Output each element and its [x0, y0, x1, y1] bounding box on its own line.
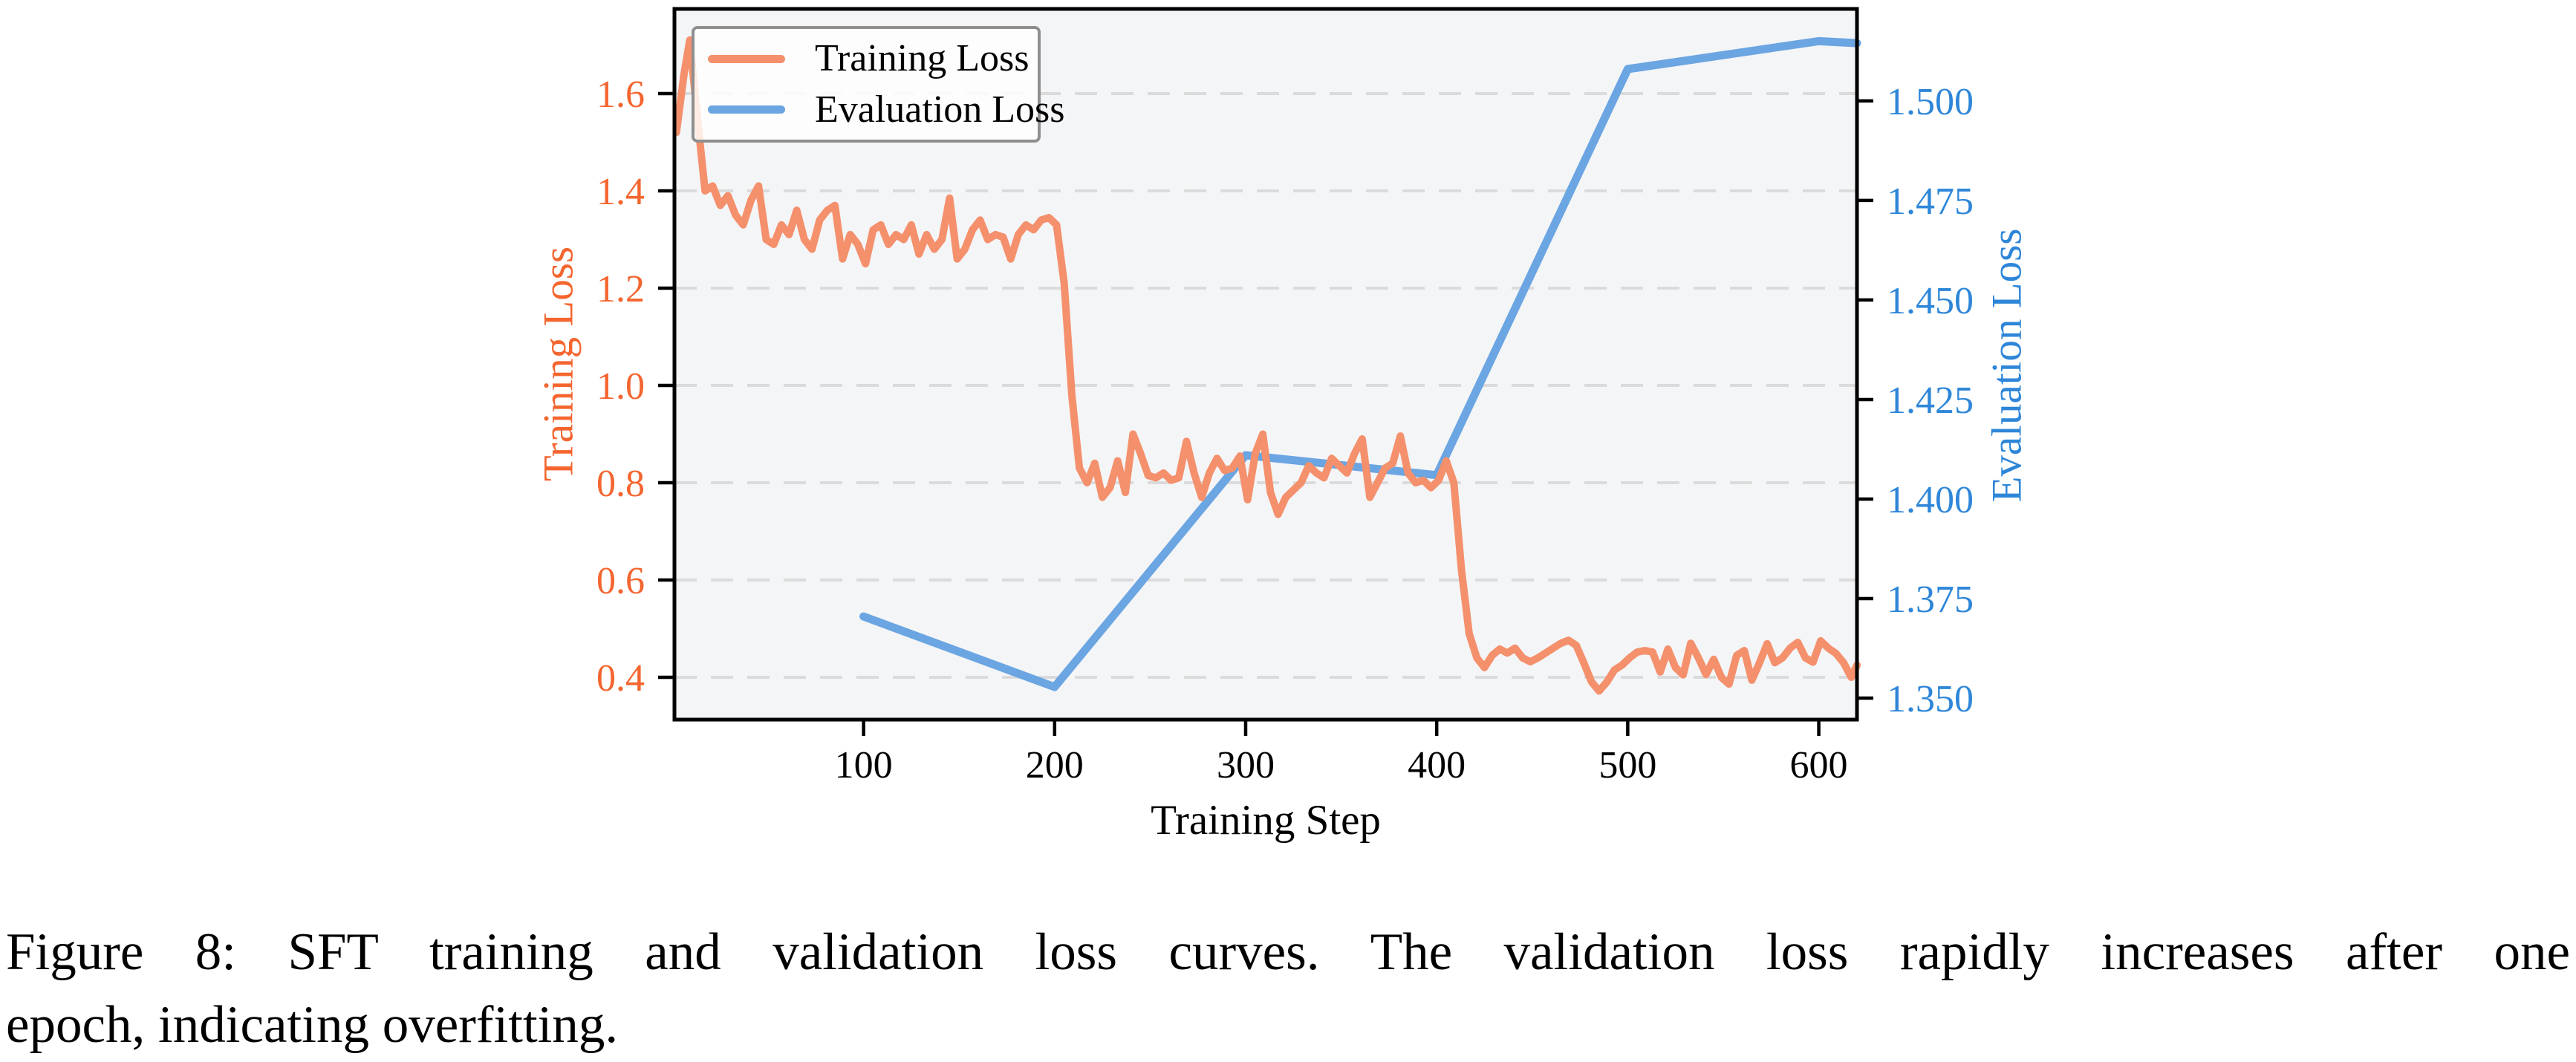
right-tick-label: 1.350 [1887, 678, 1974, 720]
x-tick-label: 600 [1790, 744, 1848, 786]
training-loss-swatch [708, 54, 785, 63]
axes-spines [672, 7, 1859, 722]
x-tick-label: 400 [1408, 744, 1466, 786]
x-axis-title: Training Step [1151, 797, 1381, 844]
evaluation-loss-swatch [708, 105, 785, 114]
loss-chart: 0.4 0.6 0.8 1.0 1.2 1.4 1.6 1.350 1.375 1.400 1.42… [596, 7, 1974, 786]
x-tick-label: 100 [835, 744, 893, 786]
right-tick-label: 1.375 [1887, 579, 1974, 621]
left-tick-label: 0.8 [596, 463, 645, 505]
right-tick-label: 1.500 [1887, 81, 1974, 123]
x-tick-label: 500 [1598, 744, 1656, 786]
left-tick-label: 1.6 [596, 74, 645, 116]
left-tick-label: 1.4 [596, 171, 645, 213]
left-axis-title: Training Loss [535, 246, 582, 482]
right-tick-label: 1.400 [1887, 479, 1974, 521]
right-tick-label: 1.425 [1887, 379, 1974, 422]
left-tick-label: 1.0 [596, 365, 645, 408]
figure-caption-line1: Figure 8: SFT training and validation lo… [6, 923, 2570, 981]
x-tick-label: 200 [1026, 744, 1084, 786]
figure-caption-line2: epoch, indicating overfitting. [6, 996, 619, 1054]
legend-entry-evaluation-loss: Evaluation Loss [708, 90, 1065, 129]
x-tick-label: 300 [1217, 744, 1275, 786]
training-loss-line [672, 36, 1861, 695]
legend-label: Evaluation Loss [815, 88, 1065, 131]
right-axis-title: Evaluation Loss [1983, 228, 2031, 503]
left-tick-label: 1.2 [596, 268, 645, 310]
left-tick-label: 0.4 [596, 657, 645, 700]
left-tick-label: 0.6 [596, 560, 645, 602]
right-tick-label: 1.475 [1887, 180, 1974, 223]
legend-entry-training-loss: Training Loss [708, 39, 1038, 78]
legend: Training Loss Evaluation Loss [692, 26, 1065, 143]
right-tick-label: 1.450 [1887, 280, 1974, 322]
legend-label: Training Loss [815, 37, 1030, 80]
